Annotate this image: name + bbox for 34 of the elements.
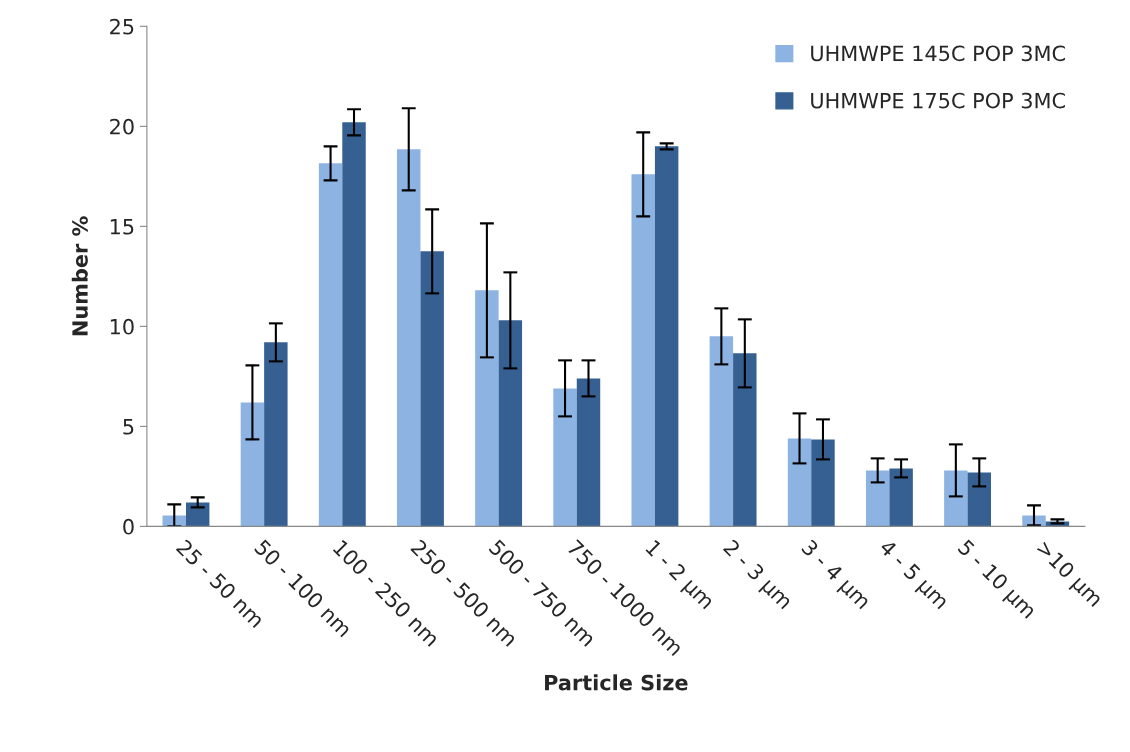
y-axis-title: Number % xyxy=(71,216,88,336)
bar xyxy=(787,438,812,527)
bar xyxy=(576,378,601,527)
x-tick-label: 3 - 4 µm xyxy=(798,538,872,613)
bar xyxy=(733,353,757,527)
bar xyxy=(889,468,913,527)
y-tick-label: 20 xyxy=(110,118,134,135)
bar xyxy=(944,470,968,527)
y-tick-label: 15 xyxy=(110,219,134,235)
bar xyxy=(654,146,679,527)
y-tick-label: 10 xyxy=(110,318,134,335)
y-tick-label: 5 xyxy=(123,419,134,435)
bar xyxy=(475,290,499,527)
bar xyxy=(498,320,523,527)
bar xyxy=(264,342,288,527)
x-axis-title: Particle Size xyxy=(545,674,688,691)
legend-label: UHMWPE 145C POP 3MC xyxy=(811,45,1065,62)
bar xyxy=(397,149,421,527)
bar xyxy=(811,439,835,527)
bar xyxy=(709,336,734,527)
legend-label: UHMWPE 175C POP 3MC xyxy=(811,92,1065,109)
bar xyxy=(631,174,655,527)
bar xyxy=(967,472,992,527)
bar xyxy=(420,251,444,527)
bar xyxy=(318,163,343,527)
x-tick-label: 2 - 3 µm xyxy=(719,538,794,613)
bar xyxy=(240,402,265,527)
y-tick-label: 25 xyxy=(110,18,134,35)
bar xyxy=(553,388,577,527)
y-tick-label: 0 xyxy=(123,518,134,535)
bar xyxy=(865,470,890,527)
bar xyxy=(185,502,210,527)
bar xyxy=(342,122,366,527)
x-tick-label: 4 - 5 µm xyxy=(875,538,950,613)
